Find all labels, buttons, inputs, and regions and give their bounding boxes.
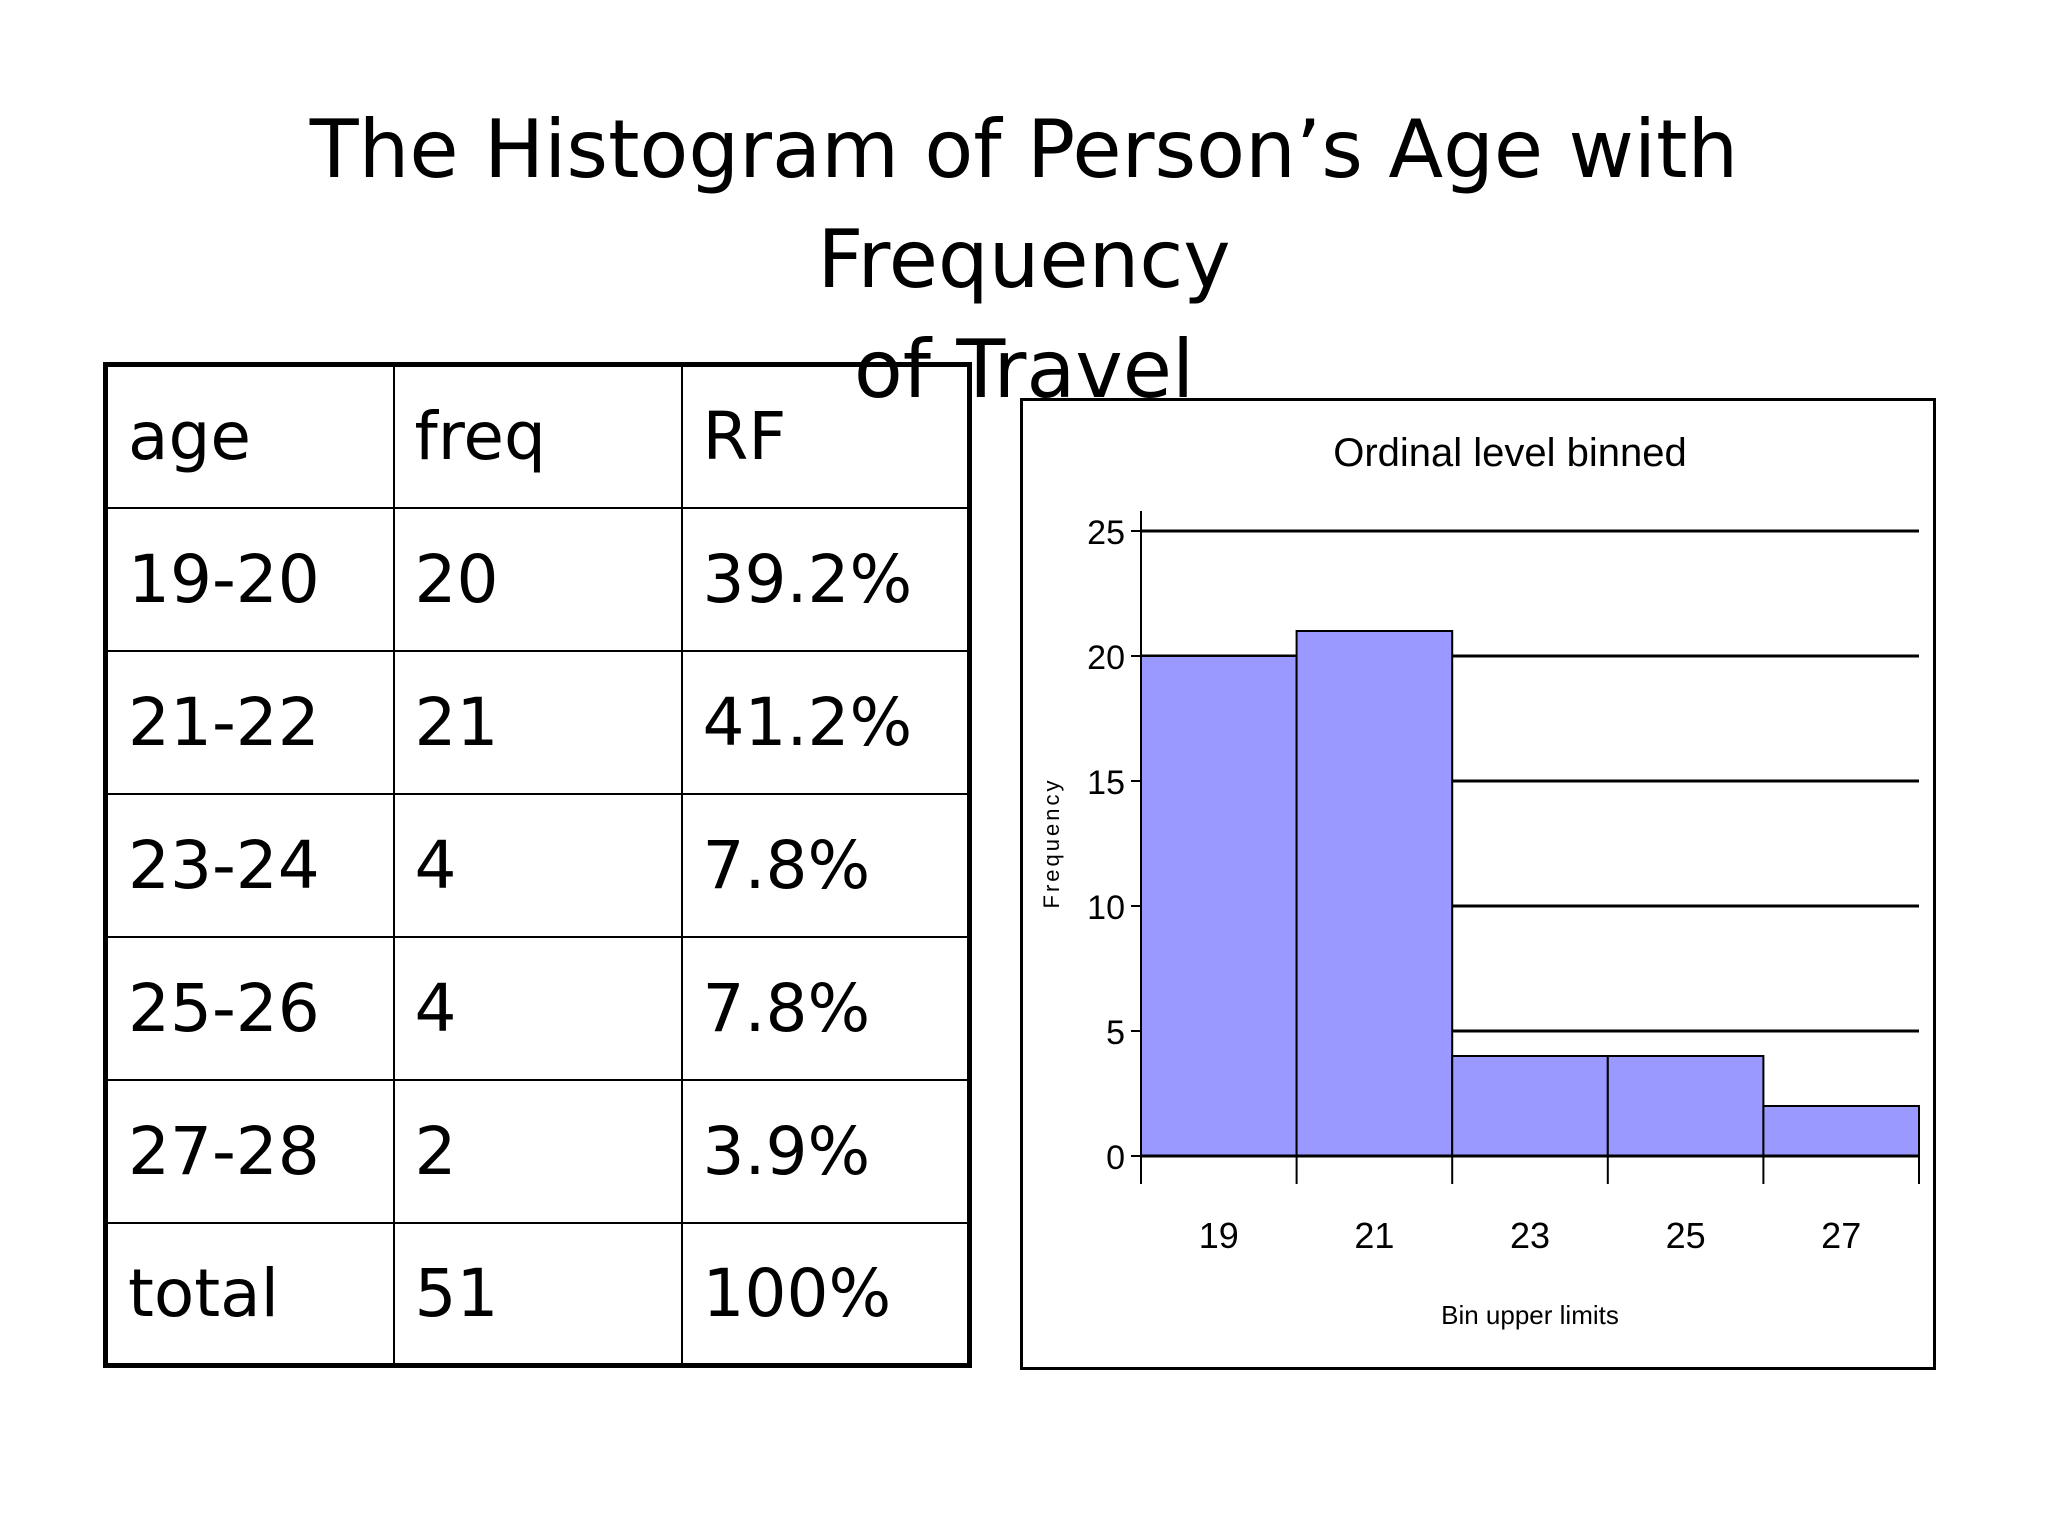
cell-freq: 20 (392, 506, 683, 652)
header-age: age (104, 363, 395, 509)
y-tick-label: 20 (1087, 639, 1125, 677)
cell-rf: 7.8% (680, 935, 971, 1081)
cell-age: 23-24 (104, 792, 395, 938)
cell-age: 19-20 (104, 506, 395, 652)
histogram-bar (1451, 1055, 1609, 1157)
header-rf: RF (680, 363, 971, 509)
table-row: 27-28 2 3.9% (104, 1078, 971, 1224)
cell-age: total (104, 1221, 395, 1367)
histogram-bar (1140, 655, 1298, 1157)
y-tick-label: 5 (1106, 1014, 1125, 1052)
x-axis-label: Bin upper limits (1441, 1300, 1619, 1330)
table-row: 25-26 4 7.8% (104, 935, 971, 1081)
chart-title: Ordinal level binned (1333, 431, 1687, 475)
cell-age: 25-26 (104, 935, 395, 1081)
cell-freq: 21 (392, 649, 683, 795)
table-row: 21-22 21 41.2% (104, 649, 971, 795)
y-axis-label: Frequency (1039, 778, 1064, 909)
histogram-bar (1762, 1105, 1921, 1157)
cell-age: 21-22 (104, 649, 395, 795)
y-tick-label: 10 (1087, 889, 1125, 927)
cell-age: 27-28 (104, 1078, 395, 1224)
histogram-bar (1606, 1055, 1765, 1157)
slide-title: The Histogram of Person’s Age with Frequ… (100, 95, 1948, 425)
x-tick-label: 23 (1510, 1215, 1550, 1256)
cell-rf: 100% (680, 1221, 971, 1367)
table-row-total: total 51 100% (104, 1221, 971, 1367)
histogram-panel: 0 5 10 15 20 25 19 21 23 25 27 Ordinal level binned… (1020, 398, 1936, 1370)
y-tick-label: 25 (1087, 514, 1125, 552)
cell-freq: 51 (392, 1221, 683, 1367)
table-row: 19-20 20 39.2% (104, 506, 971, 652)
frequency-table: age freq RF 19-20 20 39.2% 21-22 21 41.2… (103, 362, 972, 1368)
cell-freq: 2 (392, 1078, 683, 1224)
cell-rf: 41.2% (680, 649, 971, 795)
x-tick-label: 27 (1821, 1215, 1861, 1256)
y-tick-label: 0 (1106, 1139, 1125, 1177)
header-freq: freq (392, 363, 683, 509)
table-header-row: age freq RF (104, 363, 971, 509)
slide-title-line-1: The Histogram of Person’s Age with Frequ… (309, 103, 1739, 306)
x-tick-label: 21 (1354, 1215, 1394, 1256)
y-tick-label: 15 (1087, 764, 1125, 802)
histogram-chart: 0 5 10 15 20 25 19 21 23 25 27 Ordinal level binned… (1039, 431, 1921, 1330)
cell-rf: 3.9% (680, 1078, 971, 1224)
table-row: 23-24 4 7.8% (104, 792, 971, 938)
histogram-bar (1295, 630, 1454, 1157)
cell-rf: 39.2% (680, 506, 971, 652)
x-tick-label: 25 (1666, 1215, 1706, 1256)
cell-rf: 7.8% (680, 792, 971, 938)
cell-freq: 4 (392, 935, 683, 1081)
x-tick-label: 19 (1199, 1215, 1239, 1256)
cell-freq: 4 (392, 792, 683, 938)
